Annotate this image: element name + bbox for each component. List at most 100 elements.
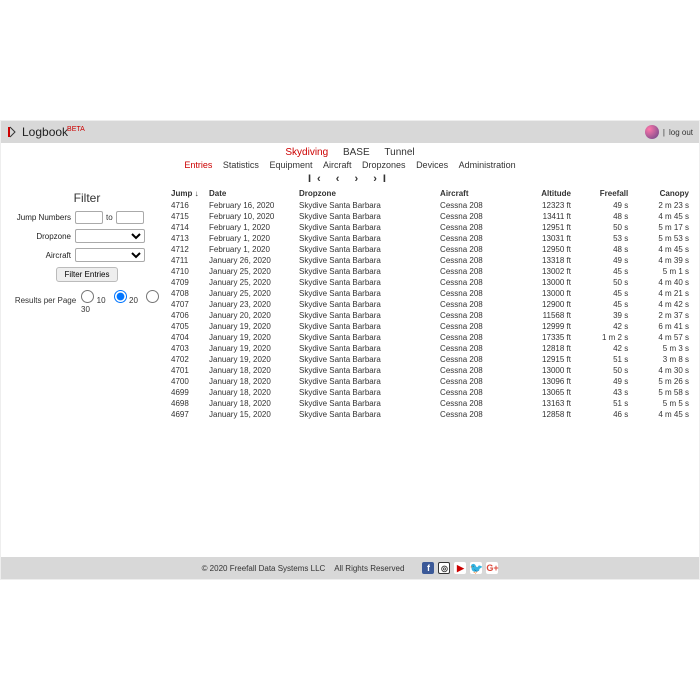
rpp-10[interactable] [81, 290, 94, 303]
table-row[interactable]: 4706January 20, 2020Skydive Santa Barbar… [167, 310, 693, 321]
col-aircraft[interactable]: Aircraft [436, 187, 516, 200]
col-date[interactable]: Date [205, 187, 295, 200]
app-logo-icon [7, 126, 19, 138]
rpp-20[interactable] [114, 290, 127, 303]
googleplus-icon[interactable]: G+ [486, 562, 498, 574]
cell-canopy: 6 m 41 s [632, 321, 693, 332]
cell-freefall: 46 s [575, 409, 632, 420]
table-row[interactable]: 4710January 25, 2020Skydive Santa Barbar… [167, 266, 693, 277]
cell-date: January 18, 2020 [205, 376, 295, 387]
cell-date: January 20, 2020 [205, 310, 295, 321]
cell-canopy: 2 m 23 s [632, 200, 693, 211]
topbar: LogbookBETA | log out [1, 121, 699, 143]
subtab-dropzones[interactable]: Dropzones [362, 160, 406, 170]
cell-freefall: 49 s [575, 200, 632, 211]
rpp-30[interactable] [146, 290, 159, 303]
cell-jump: 4701 [167, 365, 205, 376]
jump-from-input[interactable] [75, 211, 103, 224]
cell-aircraft: Cessna 208 [436, 387, 516, 398]
cell-freefall: 42 s [575, 321, 632, 332]
table-row[interactable]: 4697January 15, 2020Skydive Santa Barbar… [167, 409, 693, 420]
cell-aircraft: Cessna 208 [436, 321, 516, 332]
col-freefall[interactable]: Freefall [575, 187, 632, 200]
col-jump[interactable]: Jump ↓ [167, 187, 205, 200]
filter-sidebar: Filter Jump Numbers to Dropzone Aircraft… [7, 187, 167, 551]
table-row[interactable]: 4707January 23, 2020Skydive Santa Barbar… [167, 299, 693, 310]
tab-tunnel[interactable]: Tunnel [384, 147, 414, 158]
subtab-devices[interactable]: Devices [416, 160, 448, 170]
cell-altitude: 17335 ft [516, 332, 575, 343]
instagram-icon[interactable]: ◎ [438, 562, 450, 574]
cell-altitude: 13002 ft [516, 266, 575, 277]
avatar[interactable] [645, 125, 659, 139]
subtab-administration[interactable]: Administration [459, 160, 516, 170]
cell-canopy: 4 m 40 s [632, 277, 693, 288]
cell-aircraft: Cessna 208 [436, 376, 516, 387]
subtab-aircraft[interactable]: Aircraft [323, 160, 352, 170]
cell-jump: 4699 [167, 387, 205, 398]
col-altitude[interactable]: Altitude [516, 187, 575, 200]
table-row[interactable]: 4700January 18, 2020Skydive Santa Barbar… [167, 376, 693, 387]
cell-freefall: 45 s [575, 299, 632, 310]
col-dropzone[interactable]: Dropzone [295, 187, 436, 200]
cell-jump: 4707 [167, 299, 205, 310]
jump-numbers-label: Jump Numbers [13, 213, 75, 222]
cell-jump: 4713 [167, 233, 205, 244]
cell-date: January 19, 2020 [205, 343, 295, 354]
cell-canopy: 5 m 17 s [632, 222, 693, 233]
table-row[interactable]: 4713February 1, 2020Skydive Santa Barbar… [167, 233, 693, 244]
table-row[interactable]: 4709January 25, 2020Skydive Santa Barbar… [167, 277, 693, 288]
cell-date: January 15, 2020 [205, 409, 295, 420]
facebook-icon[interactable]: f [422, 562, 434, 574]
cell-date: February 1, 2020 [205, 222, 295, 233]
cell-jump: 4712 [167, 244, 205, 255]
social-links: f ◎ ▶ 🐦 G+ [422, 562, 498, 574]
cell-canopy: 4 m 45 s [632, 211, 693, 222]
cell-aircraft: Cessna 208 [436, 332, 516, 343]
table-row[interactable]: 4716February 16, 2020Skydive Santa Barba… [167, 200, 693, 211]
cell-aircraft: Cessna 208 [436, 244, 516, 255]
aircraft-label: Aircraft [13, 251, 75, 260]
twitter-icon[interactable]: 🐦 [470, 562, 482, 574]
youtube-icon[interactable]: ▶ [454, 562, 466, 574]
page-last-icon[interactable]: ›I [373, 173, 392, 185]
table-row[interactable]: 4699January 18, 2020Skydive Santa Barbar… [167, 387, 693, 398]
subtab-entries[interactable]: Entries [184, 160, 212, 170]
tab-base[interactable]: BASE [343, 147, 370, 158]
cell-date: January 19, 2020 [205, 332, 295, 343]
table-row[interactable]: 4705January 19, 2020Skydive Santa Barbar… [167, 321, 693, 332]
app-title: LogbookBETA [22, 125, 85, 139]
cell-altitude: 13000 ft [516, 277, 575, 288]
table-row[interactable]: 4712February 1, 2020Skydive Santa Barbar… [167, 244, 693, 255]
tab-skydiving[interactable]: Skydiving [285, 147, 328, 158]
cell-canopy: 2 m 37 s [632, 310, 693, 321]
table-row[interactable]: 4703January 19, 2020Skydive Santa Barbar… [167, 343, 693, 354]
cell-date: January 19, 2020 [205, 354, 295, 365]
cell-jump: 4715 [167, 211, 205, 222]
table-row[interactable]: 4702January 19, 2020Skydive Santa Barbar… [167, 354, 693, 365]
table-row[interactable]: 4704January 19, 2020Skydive Santa Barbar… [167, 332, 693, 343]
filter-entries-button[interactable]: Filter Entries [56, 267, 119, 282]
table-row[interactable]: 4711January 26, 2020Skydive Santa Barbar… [167, 255, 693, 266]
subtab-equipment[interactable]: Equipment [269, 160, 312, 170]
table-row[interactable]: 4714February 1, 2020Skydive Santa Barbar… [167, 222, 693, 233]
cell-date: January 25, 2020 [205, 288, 295, 299]
aircraft-select[interactable] [75, 248, 145, 262]
table-row[interactable]: 4715February 10, 2020Skydive Santa Barba… [167, 211, 693, 222]
page-next-icon[interactable]: › [355, 173, 365, 185]
table-row[interactable]: 4701January 18, 2020Skydive Santa Barbar… [167, 365, 693, 376]
page-prev-icon[interactable]: ‹ [336, 173, 346, 185]
cell-freefall: 1 m 2 s [575, 332, 632, 343]
cell-date: February 10, 2020 [205, 211, 295, 222]
jump-to-input[interactable] [116, 211, 144, 224]
cell-freefall: 45 s [575, 266, 632, 277]
page-first-icon[interactable]: I‹ [308, 173, 327, 185]
top-right: | log out [645, 125, 693, 139]
table-row[interactable]: 4708January 25, 2020Skydive Santa Barbar… [167, 288, 693, 299]
subtab-statistics[interactable]: Statistics [223, 160, 259, 170]
cell-freefall: 51 s [575, 398, 632, 409]
logout-link[interactable]: log out [669, 128, 693, 137]
dropzone-select[interactable] [75, 229, 145, 243]
col-canopy[interactable]: Canopy [632, 187, 693, 200]
table-row[interactable]: 4698January 18, 2020Skydive Santa Barbar… [167, 398, 693, 409]
